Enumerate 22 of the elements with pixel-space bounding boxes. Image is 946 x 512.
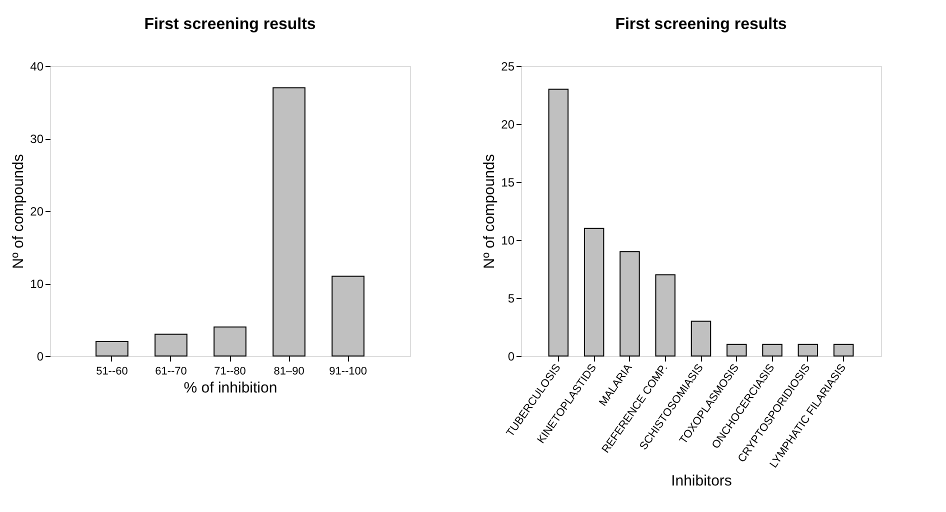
x-tick-label: 51--60: [96, 366, 128, 378]
y-axis-title: Nº of compounds: [481, 154, 498, 269]
y-tick-label: 40: [30, 60, 44, 74]
y-tick-label: 30: [30, 132, 44, 146]
chart-title: First screening results: [615, 16, 787, 33]
y-tick-label: 25: [501, 60, 515, 74]
chart-title: First screening results: [144, 16, 316, 33]
y-tick-label: 20: [501, 118, 515, 132]
y-tick-label: 10: [501, 234, 515, 248]
x-tick-label: 61--70: [155, 366, 187, 378]
y-tick-label: 15: [501, 176, 515, 190]
x-tick-label: 71--80: [214, 366, 246, 378]
y-tick-label: 0: [508, 350, 515, 364]
x-tick-label: 81–90: [274, 366, 304, 378]
x-tick-label: 91--100: [329, 366, 367, 378]
y-axis-title: Nº of compounds: [10, 154, 28, 269]
y-tick-label: 20: [30, 204, 44, 218]
x-axis-title: % of inhibition: [184, 380, 278, 396]
x-axis-title: Inhibitors: [671, 472, 732, 490]
y-tick-label: 0: [36, 350, 44, 364]
y-tick-label: 5: [508, 292, 515, 306]
y-tick-label: 10: [30, 277, 44, 291]
